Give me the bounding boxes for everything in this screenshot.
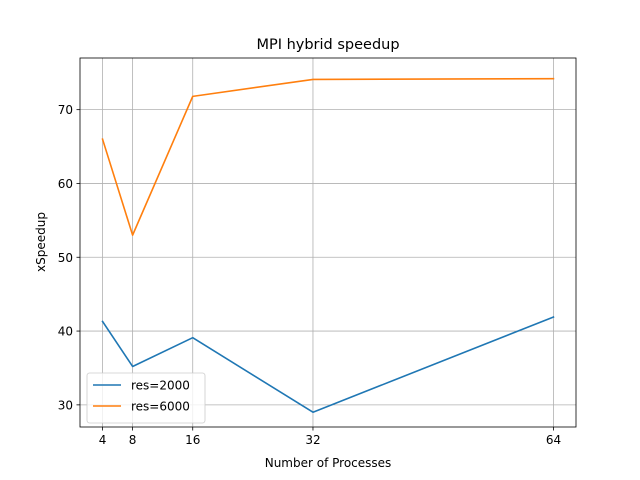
x-axis-ticks: 4 8 16 32 64 [99, 427, 561, 447]
y-tick-label: 50 [58, 251, 73, 265]
series-line-res=6000 [101, 77, 555, 236]
x-tick-label: 64 [546, 433, 561, 447]
plot-frame [79, 57, 577, 428]
x-tick-label: 8 [129, 433, 137, 447]
legend-label: res=6000 [131, 400, 190, 414]
plot-lines [101, 77, 555, 414]
legend-label: res=2000 [131, 379, 190, 393]
y-axis-ticks: 30 40 50 60 70 [58, 103, 80, 412]
y-tick-label: 60 [58, 177, 73, 191]
series-line-res=2000 [101, 316, 555, 414]
grid [80, 58, 576, 427]
chart-title: MPI hybrid speedup [256, 37, 399, 53]
x-tick-label: 16 [185, 433, 200, 447]
legend: res=2000 res=6000 [86, 372, 206, 424]
y-tick-label: 70 [58, 103, 73, 117]
x-tick-label: 4 [99, 433, 107, 447]
x-axis-label: Number of Processes [265, 456, 392, 470]
y-tick-label: 40 [58, 325, 73, 339]
y-tick-label: 30 [58, 398, 73, 412]
y-axis-label: xSpeedup [34, 212, 48, 272]
x-tick-label: 32 [305, 433, 320, 447]
